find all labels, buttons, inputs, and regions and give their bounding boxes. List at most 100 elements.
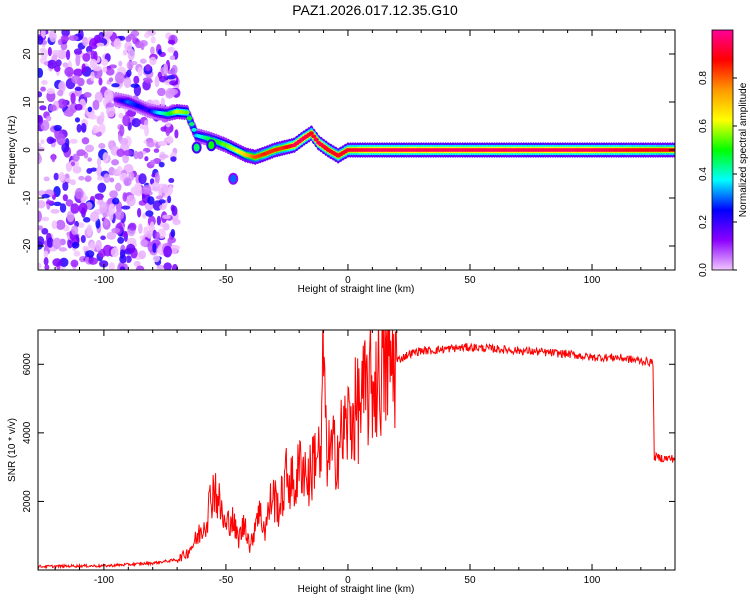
noise-blob [141, 184, 152, 195]
noise-blob [62, 194, 68, 202]
noise-blob [157, 87, 166, 97]
noise-blob [78, 175, 85, 181]
snr-x-tick-label: 100 [584, 575, 601, 586]
noise-blob [57, 98, 67, 109]
noise-blob [53, 124, 62, 132]
noise-blob [136, 151, 144, 160]
noise-blob [168, 185, 174, 195]
noise-blob [60, 42, 68, 51]
spectrogram-y-tick-label: 20 [22, 48, 33, 60]
noise-blob [109, 190, 118, 199]
noise-blob [125, 111, 134, 117]
noise-blob [103, 89, 114, 101]
noise-blob [38, 200, 46, 209]
noise-blob [68, 35, 79, 42]
noise-blob [156, 215, 161, 226]
noise-blob [77, 222, 85, 229]
noise-blob [168, 88, 178, 96]
noise-blob [126, 60, 134, 70]
colorbar-ticks: 0.0 0.2 0.4 0.6 0.8 [698, 71, 737, 277]
noise-blob [167, 39, 176, 45]
spectrogram-x-tick-label: -100 [94, 275, 114, 286]
noise-blob [43, 61, 49, 66]
noise-blob [122, 49, 128, 56]
noise-blob [71, 225, 79, 236]
noise-blob [49, 30, 57, 43]
noise-blob [103, 217, 109, 227]
noise-blob [151, 186, 161, 192]
noise-blob [75, 54, 81, 67]
noise-blob [169, 80, 179, 86]
noise-blob [65, 49, 71, 60]
noise-blob [157, 49, 162, 55]
noise-blob [170, 229, 176, 238]
spectrogram-x-tick-label: 50 [464, 275, 476, 286]
ridge-cell [308, 131, 314, 136]
noise-blob [109, 177, 115, 183]
noise-blob [57, 89, 64, 97]
noise-blob [135, 265, 145, 270]
noise-blob [102, 66, 108, 73]
colorbar-frame [711, 29, 734, 271]
noise-blob [52, 258, 62, 267]
noise-blob [114, 71, 125, 84]
noise-blob [74, 187, 84, 200]
noise-blob [145, 63, 151, 72]
noise-blob [111, 227, 121, 234]
noise-blob [111, 197, 120, 205]
noise-blob [106, 105, 116, 118]
noise-blob [100, 111, 105, 123]
noise-blob [90, 50, 96, 61]
noise-blob [38, 225, 44, 231]
noise-blob [73, 250, 81, 257]
noise-blob [97, 175, 104, 181]
spectrogram-x-tick-label: -50 [219, 275, 234, 286]
noise-blob [94, 91, 104, 103]
noise-blob [59, 203, 67, 213]
noise-blob [140, 42, 145, 51]
noise-blob [149, 56, 157, 66]
noise-blob [162, 214, 171, 219]
noise-blob [43, 250, 49, 258]
noise-blob [139, 58, 147, 64]
ridge-cell [313, 137, 319, 142]
noise-blob [108, 140, 114, 148]
noise-blob [74, 103, 83, 111]
noise-blob [96, 165, 102, 177]
ridge-cell [311, 134, 317, 139]
noise-blob [152, 242, 157, 254]
noise-blob [160, 97, 166, 109]
noise-blob [108, 77, 114, 83]
noise-blob [128, 222, 137, 231]
noise-blob [95, 239, 102, 252]
noise-blob [139, 235, 146, 240]
noise-blob [46, 237, 54, 248]
noise-blob [38, 210, 42, 223]
noise-blob [153, 148, 160, 153]
chart-title: PAZ1.2026.017.12.35.G10 [292, 2, 458, 18]
noise-blob [158, 199, 166, 204]
noise-blob [89, 58, 98, 69]
noise-blob [92, 99, 100, 111]
noise-blob [90, 71, 95, 82]
noise-blob [170, 244, 179, 255]
noise-blob [82, 245, 90, 251]
noise-blob [122, 114, 131, 127]
noise-blob [133, 75, 140, 85]
noise-blob [82, 52, 91, 62]
noise-blob [170, 204, 176, 212]
noise-blob [92, 125, 100, 134]
noise-blob [155, 231, 160, 240]
noise-blob [99, 201, 108, 213]
noise-blob [106, 231, 117, 240]
noise-blob [55, 219, 66, 230]
noise-blob [149, 221, 155, 232]
noise-blob [44, 264, 50, 270]
noise-blob [170, 156, 177, 162]
noise-blob [53, 172, 59, 181]
noise-blob [165, 126, 171, 137]
noise-blob [100, 235, 106, 241]
noise-blob [65, 199, 74, 207]
noise-blob [133, 150, 139, 160]
